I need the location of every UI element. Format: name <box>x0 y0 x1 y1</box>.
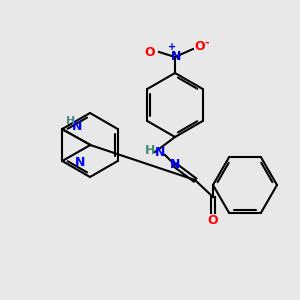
Text: H: H <box>66 116 75 126</box>
Text: H: H <box>145 143 155 157</box>
Text: O: O <box>195 40 205 52</box>
Text: N: N <box>75 155 86 169</box>
Text: N: N <box>170 158 180 172</box>
Text: O: O <box>145 46 155 59</box>
Text: N: N <box>171 50 181 62</box>
Text: +: + <box>168 42 176 52</box>
Text: N: N <box>72 121 83 134</box>
Text: -: - <box>205 38 209 48</box>
Text: N: N <box>155 146 165 158</box>
Text: O: O <box>208 214 218 227</box>
